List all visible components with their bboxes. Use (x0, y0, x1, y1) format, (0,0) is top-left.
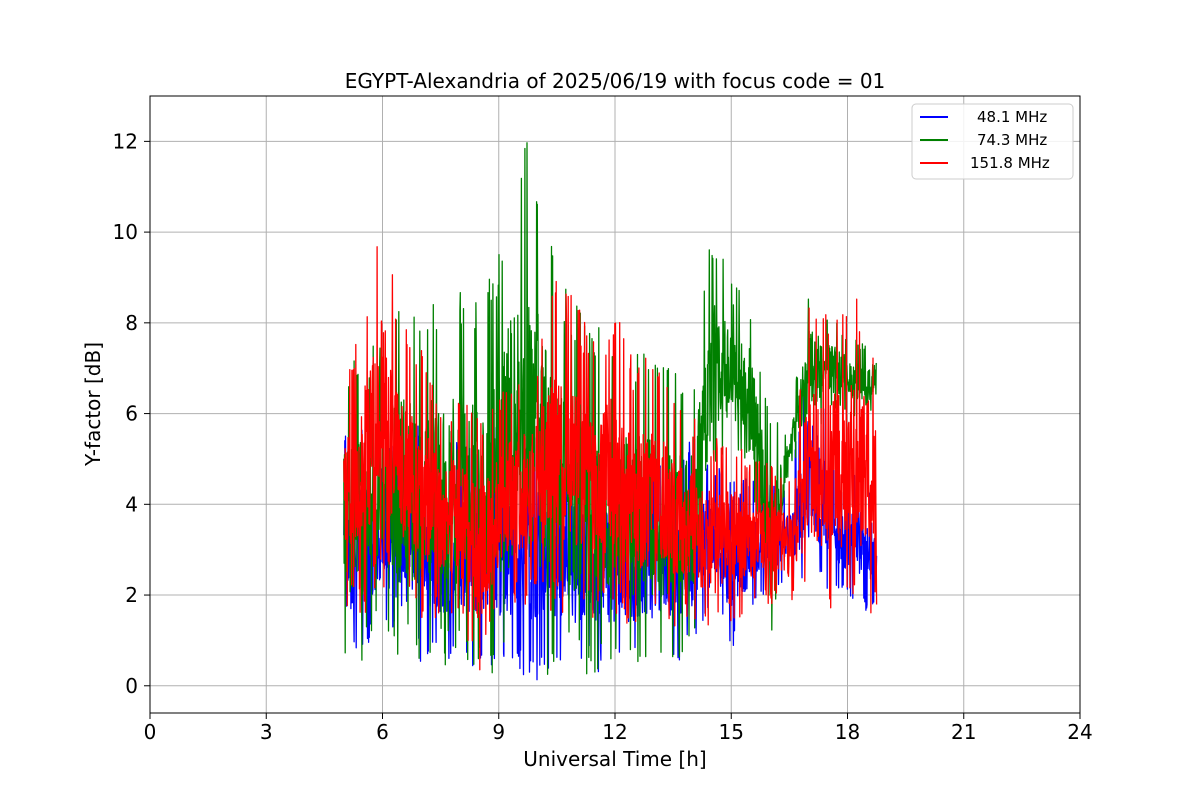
x-axis-label: Universal Time [h] (523, 747, 706, 771)
x-tick-label: 0 (144, 720, 157, 744)
legend-label-74mhz: 74.3 MHz (977, 131, 1047, 149)
x-tick-label: 6 (376, 720, 389, 744)
x-tick-label: 9 (492, 720, 505, 744)
y-axis-label: Y-factor [dB] (81, 342, 105, 467)
y-tick-label: 0 (125, 674, 138, 698)
x-tick-label: 21 (951, 720, 976, 744)
series-151mhz-line (343, 246, 878, 671)
y-tick-label: 6 (125, 402, 138, 426)
y-tick-label: 8 (125, 311, 138, 335)
x-tick-label: 3 (260, 720, 273, 744)
x-tick-label: 15 (719, 720, 744, 744)
y-tick-label: 12 (113, 129, 138, 153)
x-tick-label: 12 (602, 720, 627, 744)
y-tick-label: 2 (125, 583, 138, 607)
y-tick-label: 10 (113, 220, 138, 244)
legend-box (911, 103, 1074, 180)
legend-label-151mhz: 151.8 MHz (970, 154, 1050, 172)
plot-area (343, 142, 878, 681)
chart-title: EGYPT-Alexandria of 2025/06/19 with focu… (345, 69, 886, 93)
x-tick-label: 24 (1067, 720, 1092, 744)
legend: 48.1 MHz 74.3 MHz 151.8 MHz (911, 103, 1074, 180)
x-tick-label: 18 (835, 720, 860, 744)
series-151mhz (343, 246, 878, 671)
y-tick-label: 4 (125, 492, 138, 516)
legend-label-48mhz: 48.1 MHz (977, 108, 1047, 126)
